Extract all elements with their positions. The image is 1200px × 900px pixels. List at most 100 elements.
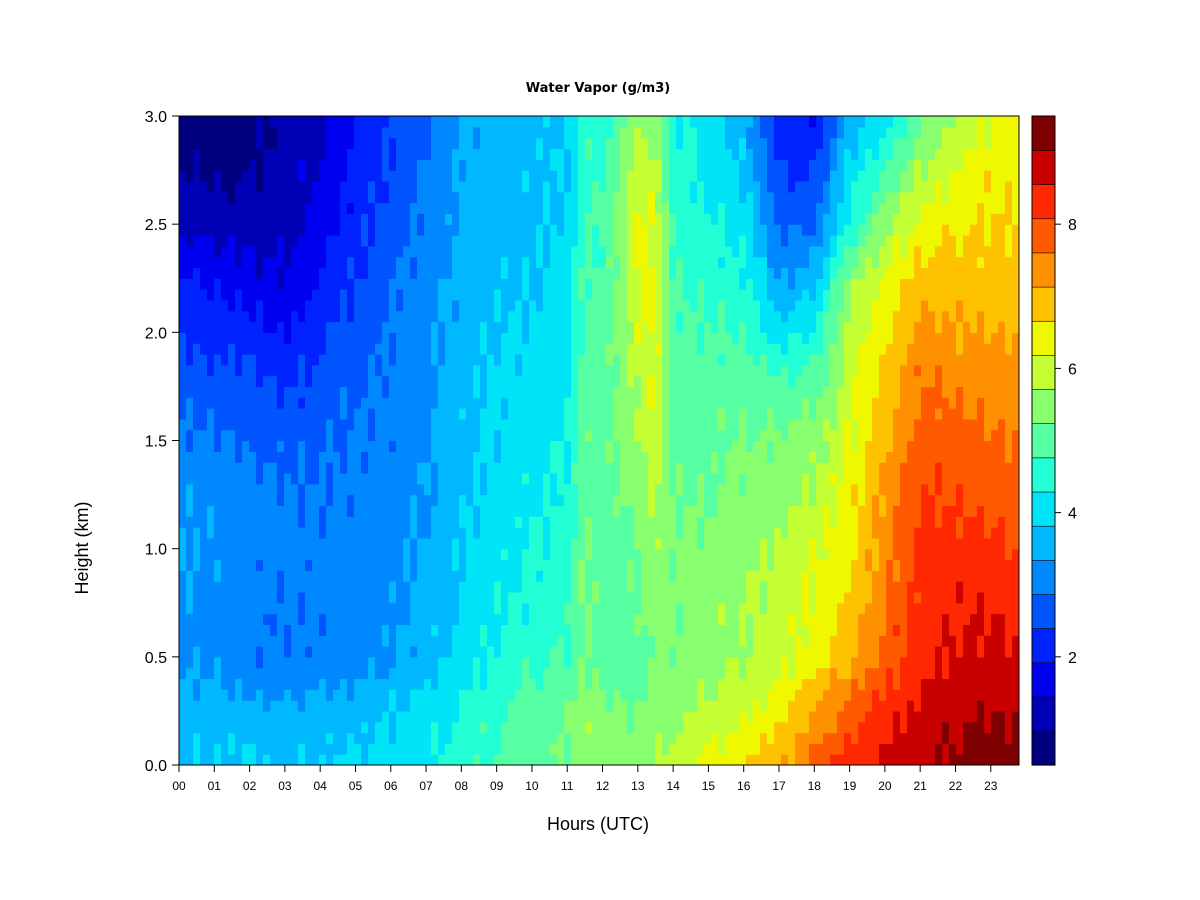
heatmap-cell	[837, 516, 845, 528]
heatmap-cell	[186, 527, 194, 539]
heatmap-cell	[662, 700, 670, 712]
heatmap-cell	[529, 700, 537, 712]
heatmap-cell	[977, 591, 985, 604]
heatmap-cell	[382, 505, 390, 517]
heatmap-cell	[928, 581, 936, 593]
heatmap-cell	[795, 418, 803, 431]
heatmap-cell	[739, 451, 747, 463]
heatmap-cell	[368, 375, 376, 388]
heatmap-cell	[634, 591, 642, 604]
heatmap-cell	[466, 646, 474, 658]
heatmap-cell	[396, 483, 404, 496]
heatmap-cell	[242, 386, 250, 398]
heatmap-cell	[683, 602, 691, 615]
heatmap-cell	[984, 408, 992, 420]
heatmap-cell	[949, 505, 957, 517]
heatmap-cell	[851, 505, 859, 517]
heatmap-cell	[655, 613, 663, 625]
heatmap-cell	[760, 483, 768, 496]
heatmap-cell	[886, 321, 894, 333]
heatmap-cell	[410, 418, 418, 431]
heatmap-cell	[389, 570, 397, 582]
heatmap-cell	[662, 343, 670, 355]
heatmap-cell	[998, 732, 1006, 744]
heatmap-cell	[466, 505, 474, 517]
heatmap-cell	[921, 559, 929, 571]
heatmap-cell	[340, 343, 348, 355]
heatmap-cell	[851, 332, 859, 344]
heatmap-cell	[466, 527, 474, 539]
heatmap-cell	[1012, 581, 1019, 593]
heatmap-cell	[508, 353, 516, 366]
heatmap-cell	[739, 602, 747, 615]
heatmap-cell	[550, 386, 558, 398]
heatmap-cell	[634, 527, 642, 539]
heatmap-cell	[578, 408, 586, 420]
heatmap-cell	[529, 462, 537, 474]
heatmap-cell	[312, 440, 320, 452]
heatmap-cell	[214, 516, 222, 528]
heatmap-cell	[970, 516, 978, 528]
heatmap-cell	[893, 656, 901, 669]
heatmap-cell	[543, 667, 551, 680]
heatmap-cell	[347, 321, 355, 333]
heatmap-cell	[578, 548, 586, 561]
heatmap-cell	[403, 408, 411, 420]
heatmap-cell	[907, 559, 915, 571]
heatmap-cell	[326, 418, 334, 431]
heatmap-cell	[655, 494, 663, 506]
heatmap-cell	[725, 656, 733, 669]
heatmap-cell	[242, 332, 250, 344]
heatmap-cell	[599, 483, 607, 496]
heatmap-cell	[270, 602, 278, 615]
heatmap-cell	[382, 321, 390, 333]
heatmap-cell	[620, 451, 628, 463]
heatmap-cell	[445, 700, 453, 712]
heatmap-cell	[746, 505, 754, 517]
heatmap-cell	[634, 743, 642, 755]
heatmap-cell	[347, 581, 355, 593]
heatmap-cell	[424, 321, 432, 333]
heatmap-cell	[242, 732, 250, 744]
heatmap-cell	[648, 418, 656, 431]
heatmap-cell	[396, 743, 404, 755]
heatmap-cell	[200, 602, 208, 615]
heatmap-cell	[781, 505, 789, 517]
heatmap-cell	[1005, 451, 1013, 463]
heatmap-cell	[690, 581, 698, 593]
heatmap-cell	[347, 343, 355, 355]
heatmap-cell	[907, 408, 915, 420]
heatmap-cell	[249, 440, 257, 452]
heatmap-cell	[312, 353, 320, 366]
heatmap-cell	[193, 602, 201, 615]
heatmap-cell	[928, 472, 936, 485]
heatmap-cell	[578, 689, 586, 701]
heatmap-cell	[613, 721, 621, 734]
heatmap-cell	[284, 418, 292, 431]
heatmap-cell	[662, 581, 670, 593]
heatmap-cell	[606, 732, 614, 744]
heatmap-cell	[830, 472, 838, 485]
heatmap-cell	[424, 462, 432, 474]
heatmap-cell	[284, 537, 292, 550]
heatmap-cell	[683, 343, 691, 355]
heatmap-cell	[697, 570, 705, 582]
heatmap-cell	[697, 516, 705, 528]
heatmap-cell	[263, 721, 271, 734]
heatmap-cell	[263, 667, 271, 680]
heatmap-cell	[704, 462, 712, 474]
heatmap-cell	[676, 754, 684, 765]
heatmap-cell	[396, 613, 404, 625]
heatmap-cell	[200, 624, 208, 636]
heatmap-cell	[809, 591, 817, 604]
heatmap-cell	[473, 505, 481, 517]
heatmap-cell	[732, 483, 740, 496]
heatmap-cell	[739, 710, 747, 723]
heatmap-cell	[445, 462, 453, 474]
heatmap-cell	[606, 462, 614, 474]
heatmap-cell	[424, 624, 432, 636]
heatmap-cell	[396, 754, 404, 765]
heatmap-cell	[830, 527, 838, 539]
heatmap-cell	[627, 591, 635, 604]
heatmap-cell	[970, 732, 978, 744]
